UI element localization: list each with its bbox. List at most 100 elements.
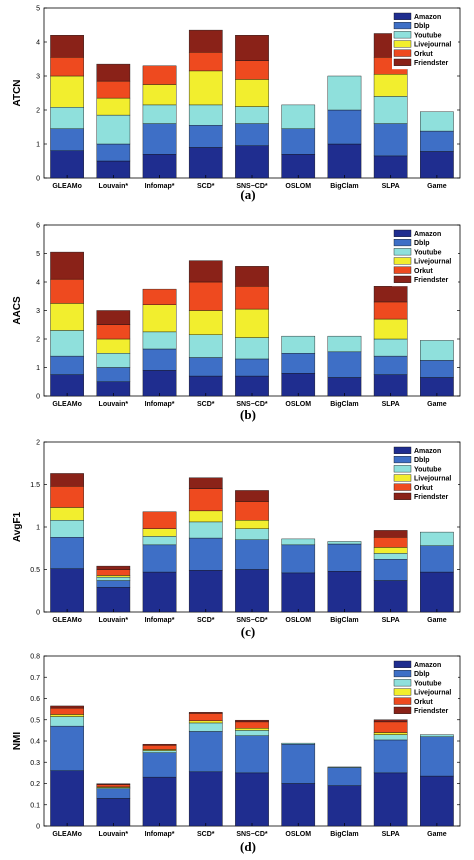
legend-entry: Dblp <box>414 457 430 464</box>
y-tick-label: 0 <box>36 610 40 617</box>
legend: Amazon Dblp Youtube Livejournal Orkut Friends… <box>392 659 458 718</box>
bar-segment-orkut <box>188 52 223 72</box>
y-tick-label: 1.5 <box>30 482 40 489</box>
x-tick-label: BigClam <box>330 183 358 190</box>
bar-segment-amazon <box>281 783 316 827</box>
bar-segment-dblp <box>235 123 269 146</box>
bar-segment-dblp <box>50 537 84 569</box>
bar-segment-amazon <box>373 155 408 179</box>
bar-segment-livejournal <box>235 728 269 731</box>
x-tick-label: SLPA <box>382 617 400 624</box>
bar-segment-youtube <box>142 331 177 350</box>
bar-segment-youtube <box>373 734 408 741</box>
bar-segment-orkut <box>188 281 223 311</box>
bar-segment-youtube <box>188 104 223 126</box>
bar-segment-orkut <box>235 60 269 80</box>
legend-swatch <box>393 670 412 678</box>
legend-swatch <box>393 679 412 687</box>
chart-panel-3: 0 0.5 1 1.5 2 AvgF1 GLEAMo Louvain* Infomap* SCD*… <box>12 440 461 639</box>
bar-segment-friendster <box>50 251 84 280</box>
bar-segment-orkut <box>142 65 177 85</box>
x-tick-label: Game <box>427 183 447 190</box>
legend-entry: Dblp <box>414 671 430 678</box>
bar-segment-youtube <box>235 528 269 540</box>
bar-segment-amazon <box>420 775 454 827</box>
bar-segment-orkut <box>235 286 269 310</box>
y-tick-label: 2 <box>36 337 40 344</box>
legend-swatch <box>393 266 412 274</box>
x-tick-label: OSLOM <box>285 401 311 408</box>
bar-segment-friendster <box>373 286 408 303</box>
legend-entry: Dblp <box>414 240 430 247</box>
bar-segment-youtube <box>235 730 269 736</box>
bar-segment-dblp <box>420 736 454 777</box>
bar-segment-orkut <box>188 713 223 722</box>
bar-segment-youtube <box>96 353 131 368</box>
bar-segment-orkut <box>50 707 84 715</box>
bar-segment-dblp <box>142 123 177 155</box>
bar-segment-livejournal <box>373 74 408 97</box>
bar-segment-livejournal <box>188 720 223 724</box>
bar-segment-youtube <box>96 114 131 145</box>
y-tick-label: 0.5 <box>30 567 40 574</box>
x-tick-label: Infomap* <box>145 831 175 838</box>
x-tick-label: Louvain* <box>99 831 129 838</box>
bar-segment-friendster <box>188 260 223 283</box>
bar-segment-amazon <box>235 569 269 613</box>
bar-segment-livejournal <box>142 304 177 333</box>
y-axis-label: NMI <box>12 732 23 751</box>
y-tick-label: 3 <box>36 74 40 81</box>
legend-swatch <box>393 465 412 473</box>
y-tick-label: 0.8 <box>30 654 40 661</box>
y-tick-label: 2 <box>36 440 40 447</box>
bar-segment-friendster <box>235 266 269 287</box>
y-tick-label: 0.2 <box>30 781 40 788</box>
legend-entry: Friendster <box>414 708 449 715</box>
x-tick-label: BigClam <box>330 617 358 624</box>
x-tick-label: OSLOM <box>285 831 311 838</box>
legend-swatch <box>393 257 412 265</box>
legend-swatch <box>393 706 412 714</box>
x-tick-label: GLEAMo <box>52 617 82 624</box>
legend-swatch <box>393 229 412 237</box>
bar-segment-livejournal <box>50 75 84 108</box>
bar-segment-livejournal <box>188 310 223 335</box>
bar-segment-youtube <box>327 766 362 768</box>
x-tick-label: GLEAMo <box>52 831 82 838</box>
legend-entry: Youtube <box>414 680 442 687</box>
bar-segment-amazon <box>373 772 408 827</box>
bar-segment-amazon <box>327 785 362 827</box>
x-tick-label: Game <box>427 401 447 408</box>
bar-segment-orkut <box>50 57 84 77</box>
bar-segment-amazon <box>281 572 316 613</box>
bar-segment-friendster <box>96 565 131 570</box>
x-tick-label: SLPA <box>382 831 400 838</box>
bar-segment-amazon <box>420 571 454 613</box>
legend-swatch <box>393 31 412 39</box>
legend-entry: Orkut <box>414 268 433 275</box>
x-tick-label: BigClam <box>330 401 358 408</box>
bar-segment-orkut <box>373 537 408 548</box>
bar-segment-dblp <box>373 739 408 774</box>
x-tick-label: OSLOM <box>285 617 311 624</box>
bar-segment-amazon <box>50 770 84 827</box>
bar-segment-orkut <box>235 721 269 729</box>
bar-segment-amazon <box>142 370 177 397</box>
x-tick-label: Infomap* <box>145 183 175 190</box>
bar-segment-youtube <box>96 576 131 581</box>
bar-segment-amazon <box>235 145 269 179</box>
bar-segment-friendster <box>50 35 84 58</box>
y-tick-label: 1 <box>36 525 40 532</box>
bar-segment-orkut <box>50 278 84 304</box>
legend-swatch <box>393 22 412 30</box>
bar-segment-youtube <box>281 104 316 129</box>
bar-segment-amazon <box>281 153 316 179</box>
legend-swatch <box>393 446 412 454</box>
legend-entry: Livejournal <box>414 42 451 49</box>
x-tick-label: GLEAMo <box>52 183 82 190</box>
legend-entry: Orkut <box>414 699 433 706</box>
y-tick-label: 2 <box>36 108 40 115</box>
x-tick-label: Game <box>427 831 447 838</box>
bar-segment-amazon <box>420 151 454 179</box>
bar-segment-youtube <box>50 330 84 357</box>
